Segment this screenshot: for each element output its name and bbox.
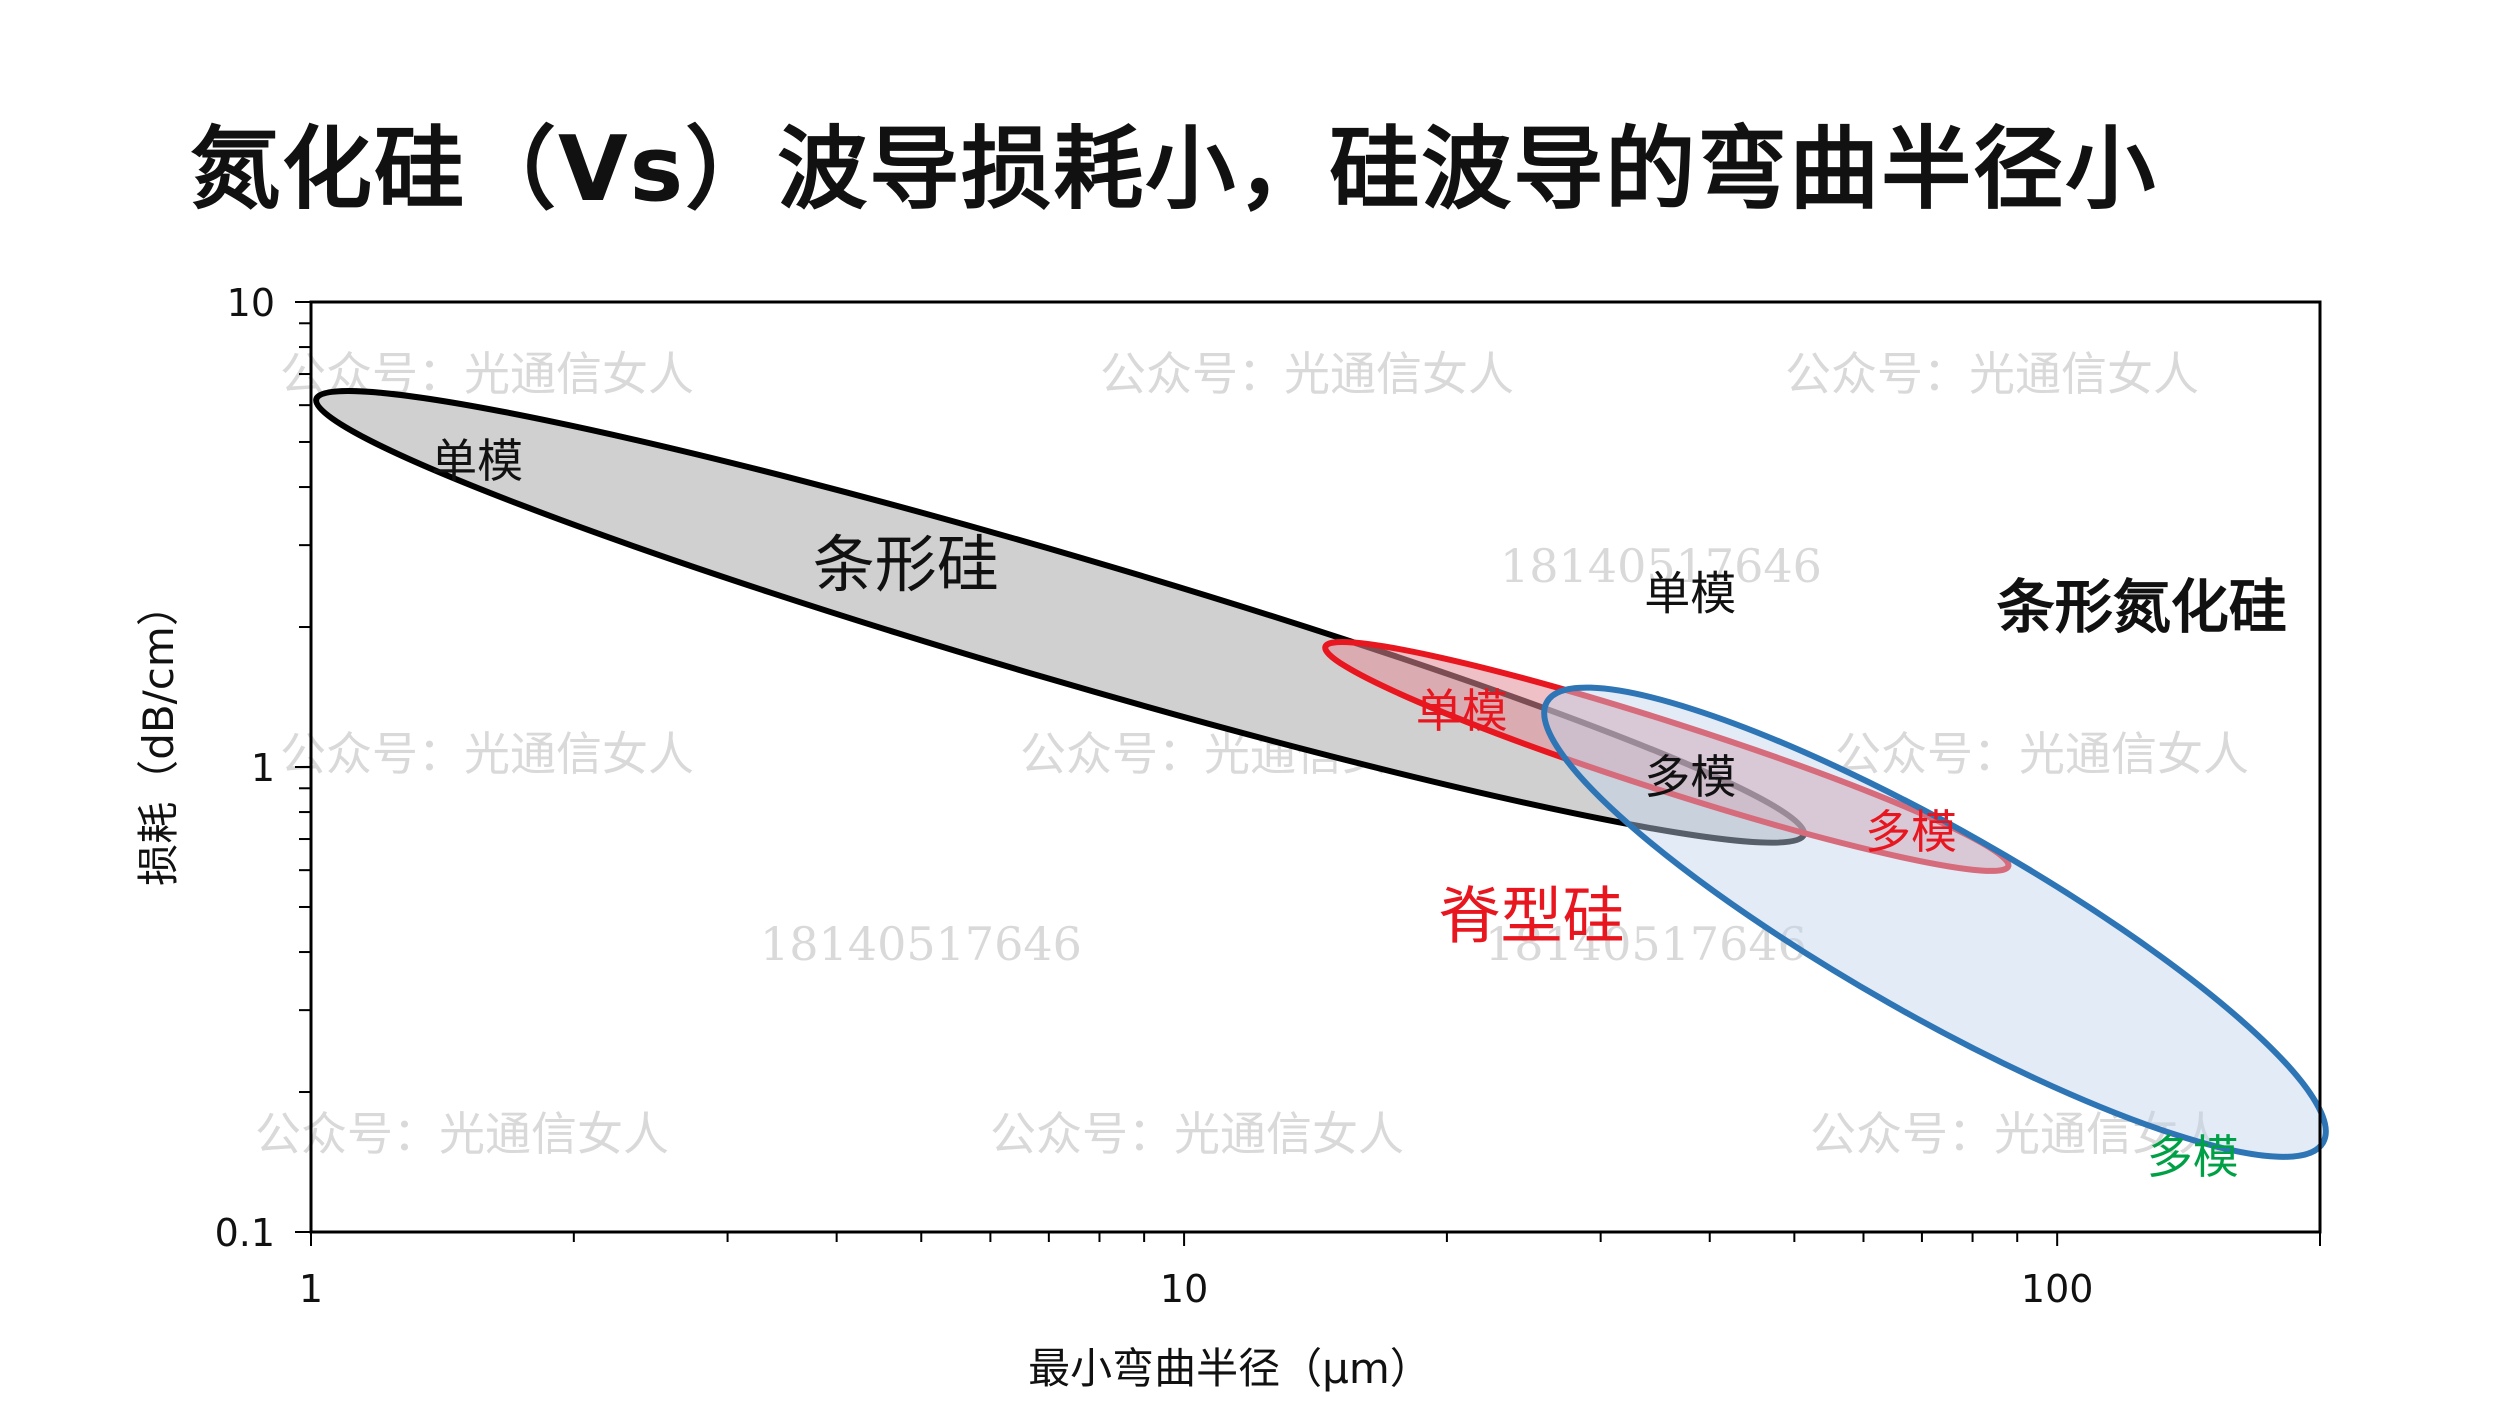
region-layer bbox=[313, 387, 2329, 1160]
page-title: 氮化硅（Vs）波导损耗小，硅波导的弯曲半径小 bbox=[190, 117, 2158, 222]
mode-label: 单模 bbox=[431, 434, 523, 488]
region-name-1: 条形硅 bbox=[813, 528, 999, 601]
watermark-brand: 公众号：光通信女人 bbox=[1785, 347, 2199, 401]
x-tick-label: 10 bbox=[1160, 1267, 1208, 1311]
mode-label: 多模 bbox=[1865, 805, 1957, 859]
region-ellipse-1 bbox=[313, 387, 1808, 846]
watermark-brand: 公众号：光通信女人 bbox=[280, 727, 694, 781]
region-ellipse-3 bbox=[1541, 684, 2329, 1160]
watermark-brand: 公众号：光通信女人 bbox=[1810, 1107, 2224, 1161]
y-tick-label: 1 bbox=[251, 746, 275, 790]
region-name-3: 条形氮化硅 bbox=[1997, 573, 2287, 641]
mode-label: 单模 bbox=[1644, 567, 1736, 621]
mode-label: 多模 bbox=[2147, 1130, 2239, 1184]
axis-layer: 1 10 100 0.1 1 10 bbox=[215, 281, 2322, 1311]
y-axis-title: 损耗（dB/cm） bbox=[134, 584, 183, 886]
watermark-brand: 公众号：光通信女人 bbox=[990, 1107, 1404, 1161]
watermark-brand: 公众号：光通信女人 bbox=[1100, 347, 1514, 401]
watermark-phone: 18140517646 bbox=[760, 917, 1082, 971]
mode-label: 多模 bbox=[1644, 750, 1736, 804]
watermark-brand: 公众号：光通信女人 bbox=[255, 1107, 669, 1161]
x-axis-title: 最小弯曲半径（μm） bbox=[1028, 1344, 1432, 1393]
x-tick-label: 1 bbox=[299, 1267, 323, 1311]
y-tick-label: 10 bbox=[227, 281, 275, 325]
watermark-phone: 18140517646 bbox=[1500, 539, 1822, 593]
region-name-2: 脊型硅 bbox=[1439, 879, 1625, 952]
watermark-brand: 公众号：光通信女人 bbox=[1835, 727, 2249, 781]
mode-label: 单模 bbox=[1416, 684, 1508, 738]
region-ellipse-2 bbox=[1322, 639, 2012, 874]
x-tick-label: 100 bbox=[2021, 1267, 2094, 1311]
watermark-phone: 18140517646 bbox=[1485, 917, 1807, 971]
y-tick-label: 0.1 bbox=[215, 1211, 275, 1255]
